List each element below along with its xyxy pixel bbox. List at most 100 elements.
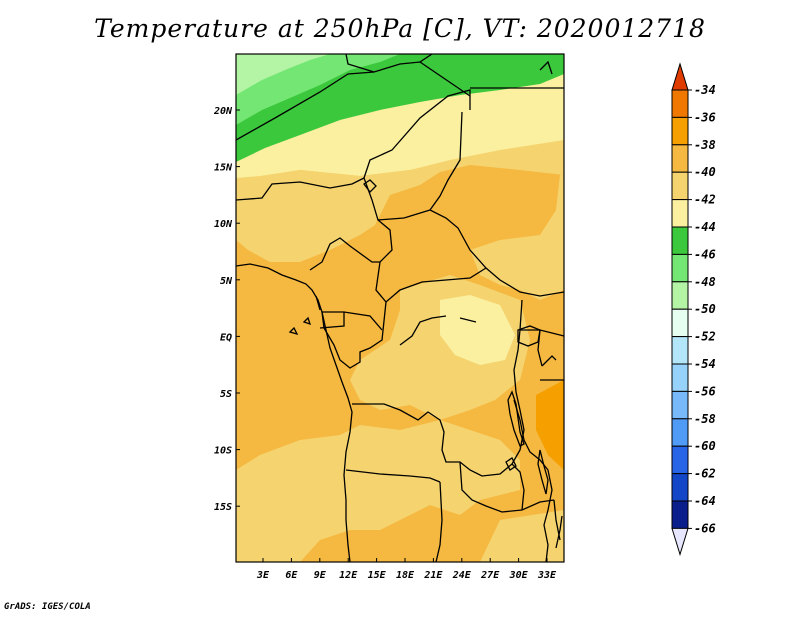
- border-line-11: [322, 311, 383, 331]
- field-band-40-east: [470, 175, 564, 300]
- colorbar-bottom-arrow: [671, 527, 689, 557]
- lat-label: 5N: [220, 276, 233, 287]
- lon-label: 30E: [509, 570, 529, 581]
- colorbar-label: -50: [694, 302, 716, 316]
- lat-label: 5S: [220, 389, 232, 400]
- lon-label: 15E: [368, 570, 387, 581]
- border-line-10: [321, 301, 387, 369]
- lon-label: 33E: [537, 570, 557, 581]
- island-1: [288, 326, 299, 336]
- colorbar-swatch: [671, 500, 689, 529]
- lake-tanganyika: [507, 390, 525, 447]
- colorbar-swatch: [671, 418, 689, 447]
- field-band-40-south: [236, 420, 520, 562]
- field-band-42-central: [440, 295, 515, 365]
- latitude-axis: 20N 15N 10N 5N EQ 5S 10S 15S: [213, 106, 240, 513]
- island-2: [302, 316, 312, 326]
- colorbar-label: -58: [694, 412, 716, 426]
- map-frame: [235, 53, 565, 563]
- colorbar-swatch: [671, 336, 689, 365]
- border-line-20: [520, 329, 564, 337]
- border-line-9: [375, 261, 487, 303]
- border-line-2: [236, 61, 471, 141]
- colorbar-label: -44: [694, 220, 716, 234]
- colorbar-swatch: [671, 116, 689, 146]
- temperature-field: [236, 54, 564, 562]
- border-line-14: [352, 299, 525, 477]
- colorbar-label: -66: [694, 521, 716, 535]
- lon-label: 12E: [339, 570, 358, 581]
- border-line-17: [459, 461, 555, 513]
- colorbar-label: -54: [694, 357, 716, 371]
- field-band-48-sahara: [236, 54, 330, 95]
- colorbar-label: -36: [694, 110, 716, 124]
- colorbar-swatch: [671, 473, 689, 502]
- border-line-16: [435, 481, 443, 562]
- colorbar-swatch: [671, 390, 689, 420]
- colorbar-label: -64: [694, 494, 716, 508]
- lat-label: 10S: [214, 446, 232, 457]
- longitude-axis: 3E 6E 9E 12E 15E 18E 21E 24E 27E 30E 33E: [256, 558, 557, 581]
- colorbar-swatch: [671, 89, 689, 118]
- colorbar-label: -52: [694, 330, 716, 344]
- lat-label: 20N: [213, 106, 233, 117]
- colorbar-label: -34: [694, 83, 716, 97]
- field-band-40-sahel: [236, 140, 564, 262]
- grads-credit: GrADS: IGES/COLA: [4, 602, 91, 612]
- border-line-22: [541, 355, 557, 367]
- river-congo-1: [399, 315, 447, 346]
- colorbar: -34 -36 -38 -40 -42 -44 -46 -48 -50 -52 -54 -56 -58 -…: [671, 62, 716, 557]
- lon-label: 6E: [285, 570, 298, 581]
- colorbar-label: -48: [694, 275, 716, 289]
- border-line-8: [377, 209, 431, 221]
- colorbar-swatch: [671, 308, 689, 338]
- colorbar-swatch: [671, 171, 689, 201]
- coast-northeast: [539, 60, 553, 75]
- lon-label: 27E: [480, 570, 500, 581]
- colorbar-swatch: [671, 281, 689, 310]
- border-line-12: [319, 312, 345, 329]
- lake-mweru: [505, 457, 517, 471]
- colorbar-top-arrow: [671, 62, 689, 91]
- lon-label: 24E: [452, 570, 472, 581]
- lat-label: 15S: [214, 502, 232, 513]
- colorbar-label: -60: [694, 439, 716, 453]
- country-borders: [236, 54, 564, 562]
- colorbar-label: -56: [694, 384, 716, 398]
- colorbar-label: -46: [694, 247, 716, 261]
- colorbar-swatch: [671, 253, 689, 283]
- coast-east: [555, 515, 563, 549]
- lon-label: 3E: [256, 570, 270, 581]
- colorbar-swatch: [671, 445, 689, 475]
- coastline-west-africa: [236, 263, 353, 562]
- border-line-15: [345, 469, 441, 483]
- lat-label: EQ: [220, 332, 232, 343]
- border-line-23: [513, 399, 553, 562]
- colorbar-swatch: [671, 199, 689, 228]
- border-line-6: [429, 111, 564, 297]
- lon-label: 9E: [314, 570, 327, 581]
- lat-label: 10N: [214, 219, 233, 230]
- border-line-4: [419, 54, 433, 63]
- colorbar-label: -40: [694, 165, 716, 179]
- border-line-18: [511, 463, 525, 511]
- map-title: Temperature at 250hPa [C], VT: 202001271…: [94, 14, 706, 43]
- colorbar-label: -62: [694, 467, 716, 481]
- border-line-5: [345, 54, 375, 73]
- colorbar-swatch: [671, 144, 689, 173]
- colorbar-label: -38: [694, 138, 716, 152]
- field-band-40-southeast: [480, 510, 564, 562]
- border-line-7: [309, 177, 393, 271]
- river-congo-2: [459, 317, 477, 323]
- lon-label: 21E: [423, 570, 443, 581]
- field-band-36-east: [536, 380, 564, 470]
- colorbar-swatch: [671, 363, 689, 392]
- colorbar-label: -42: [694, 193, 716, 207]
- lat-label: 15N: [214, 163, 233, 174]
- lake-chad: [363, 179, 377, 193]
- border-line-13: [315, 295, 321, 311]
- colorbar-swatch: [671, 226, 689, 255]
- lake-malawi: [537, 449, 549, 495]
